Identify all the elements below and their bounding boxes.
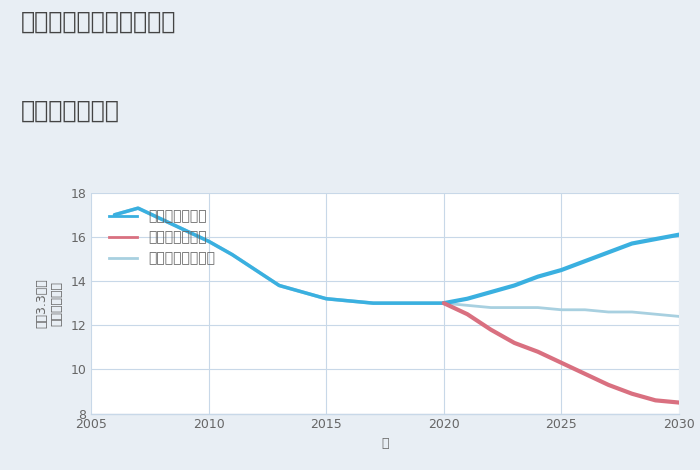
X-axis label: 年: 年 xyxy=(382,437,388,450)
Text: 土地の価格推移: 土地の価格推移 xyxy=(21,99,120,123)
Y-axis label: 坪（3.3㎡）
単価（万円）: 坪（3.3㎡） 単価（万円） xyxy=(35,278,63,328)
Legend: グッドシナリオ, バッドシナリオ, ノーマルシナリオ: グッドシナリオ, バッドシナリオ, ノーマルシナリオ xyxy=(104,204,220,271)
Text: 三重県津市安濃町粟加の: 三重県津市安濃町粟加の xyxy=(21,9,176,33)
